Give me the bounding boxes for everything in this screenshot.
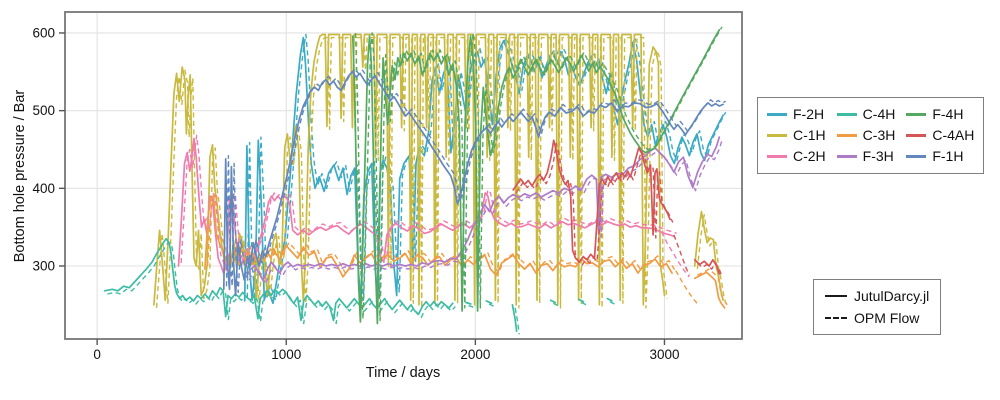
line-C-3H-jutuldarcy xyxy=(693,271,726,309)
legend-item-F-3H: F-3H xyxy=(836,148,896,165)
x-tick-label: 0 xyxy=(93,347,101,362)
legend-swatch-C-2H xyxy=(767,155,787,158)
legend-label-F-3H: F-3H xyxy=(862,148,894,164)
line-C-4H-jutuldarcy xyxy=(511,303,518,333)
legend-label-opm-flow: OPM Flow xyxy=(854,310,920,326)
x-tick-label: 1000 xyxy=(271,347,301,362)
legend-label-F-2H: F-2H xyxy=(793,106,825,122)
legend-swatch-F-1H xyxy=(906,155,927,158)
legend-swatch-F-2H xyxy=(767,113,787,116)
line-C-4AH-jutuldarcy xyxy=(512,139,671,263)
line-F-4H-jutuldarcy xyxy=(351,29,721,325)
legend-item-C-4AH: C-4AH xyxy=(906,127,974,144)
solid-line-swatch xyxy=(825,294,847,298)
line-C-3H-jutuldarcy xyxy=(204,195,673,278)
line-C-4H-jutuldarcy xyxy=(606,297,613,302)
legend-item-F-2H: F-2H xyxy=(767,106,826,123)
line-C-4H-jutuldarcy xyxy=(578,298,585,303)
y-tick-label: 300 xyxy=(32,258,55,273)
dashed-line-swatch xyxy=(825,317,847,319)
line-C-4H-opm xyxy=(488,303,495,308)
line-C-4H-jutuldarcy xyxy=(465,301,472,305)
y-tick-label: 600 xyxy=(32,25,55,40)
series-lines xyxy=(103,26,728,335)
x-tick-label: 2000 xyxy=(460,347,490,362)
legend-swatch-C-4AH xyxy=(906,134,927,137)
line-F-2H-jutuldarcy xyxy=(243,36,724,305)
wells-legend: F-2H C-4H F-4H C-1H C-3H C-4AH C-2H F-3H F-1H xyxy=(757,97,985,174)
simulator-legend: JutulDarcy.jl OPM Flow xyxy=(813,279,942,335)
y-tick-label: 500 xyxy=(32,103,55,118)
line-C-4H-jutuldarcy xyxy=(485,300,493,305)
line-C-2H-opm xyxy=(660,231,690,278)
legend-label-F-4H: F-4H xyxy=(932,106,964,122)
legend-item-C-2H: C-2H xyxy=(767,148,826,165)
legend-swatch-F-4H xyxy=(906,113,927,116)
legend-swatch-C-4H xyxy=(836,113,857,116)
line-C-3H-opm xyxy=(675,270,699,305)
legend-label-C-1H: C-1H xyxy=(793,127,826,143)
legend-label-C-2H: C-2H xyxy=(793,148,826,164)
legend-label-F-1H: F-1H xyxy=(932,148,964,164)
line-C-4AH-opm xyxy=(696,262,723,278)
tick-labels: 0 1000 2000 3000 300 400 500 600 xyxy=(32,25,679,362)
line-C-4H-opm xyxy=(581,301,587,306)
legend-swatch-F-3H xyxy=(836,155,857,158)
legend-item-opm-flow: OPM Flow xyxy=(825,310,929,326)
line-C-4AH-opm xyxy=(673,234,691,276)
x-tick-label: 3000 xyxy=(649,347,679,362)
legend-swatch-C-3H xyxy=(836,134,857,137)
y-tick-label: 400 xyxy=(32,181,55,196)
line-C-4H-opm xyxy=(468,304,474,308)
line-F-3H-opm xyxy=(248,139,723,285)
line-C-4H-jutuldarcy xyxy=(103,237,454,322)
legend-item-jutuldarcy: JutulDarcy.jl xyxy=(825,288,929,304)
legend-item-C-4H: C-4H xyxy=(836,106,896,123)
x-axis-label: Time / days xyxy=(365,365,441,381)
line-C-4H-opm xyxy=(609,301,615,305)
legend-label-C-4H: C-4H xyxy=(862,106,896,122)
tick-marks xyxy=(59,32,666,345)
plot-border xyxy=(64,11,743,340)
legend-label-C-4AH: C-4AH xyxy=(932,127,975,143)
legend-label-C-3H: C-3H xyxy=(862,127,896,143)
legend-item-C-1H: C-1H xyxy=(767,127,826,144)
y-axis-label: Bottom hole pressure / Bar xyxy=(12,89,28,263)
legend-swatch-C-1H xyxy=(767,134,787,137)
line-F-1H-opm xyxy=(225,68,726,294)
line-C-4H-opm xyxy=(107,241,456,325)
line-C-4H-opm xyxy=(514,307,520,335)
line-C-4H-opm xyxy=(552,302,559,307)
legend-item-F-4H: F-4H xyxy=(906,106,974,123)
legend-item-F-1H: F-1H xyxy=(906,148,974,165)
line-F-1H-jutuldarcy xyxy=(222,70,724,297)
legend-item-C-3H: C-3H xyxy=(836,127,896,144)
line-C-4H-jutuldarcy xyxy=(549,299,557,304)
legend-label-jutuldarcy: JutulDarcy.jl xyxy=(854,288,930,304)
line-F-3H-jutuldarcy xyxy=(245,136,721,282)
line-C-4AH-jutuldarcy xyxy=(693,258,721,275)
